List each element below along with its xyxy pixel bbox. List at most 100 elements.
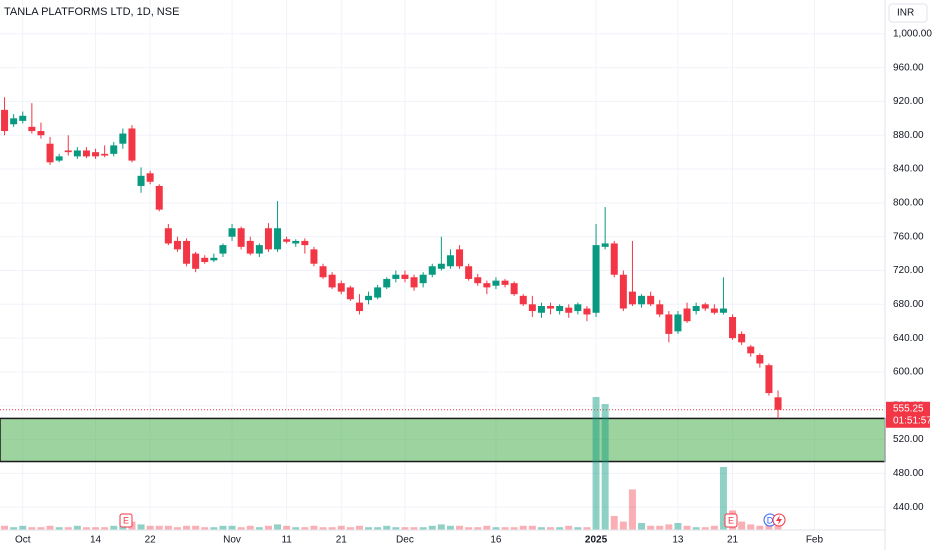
candle-body xyxy=(374,287,382,298)
x-tick-label: 2025 xyxy=(585,535,608,546)
candle-body xyxy=(647,295,655,305)
volume-bar xyxy=(301,527,309,530)
y-tick-label: 440.00 xyxy=(893,502,924,513)
volume-bar xyxy=(528,525,536,530)
candle-body xyxy=(565,307,573,313)
candle-body xyxy=(64,150,72,153)
y-tick-label: 800.00 xyxy=(893,198,924,209)
volume-bar xyxy=(610,516,618,530)
price-label: 555.25 xyxy=(893,403,924,414)
candle-body xyxy=(601,243,609,247)
candle-body xyxy=(164,228,172,244)
volume-bar xyxy=(774,525,782,530)
candle-body xyxy=(92,152,100,157)
volume-bar xyxy=(501,527,509,530)
candle-body xyxy=(110,145,118,154)
candle-body xyxy=(365,295,373,301)
zone-box xyxy=(0,417,886,463)
candle-body xyxy=(383,278,391,288)
candle-body xyxy=(264,228,272,250)
volume-bar xyxy=(665,524,673,530)
candle-body xyxy=(274,228,282,250)
x-tick-label: Feb xyxy=(806,535,824,546)
volume-bar xyxy=(28,527,36,530)
event-marker[interactable]: D xyxy=(763,513,786,527)
candle-body xyxy=(401,274,409,279)
candle-body xyxy=(246,240,254,254)
candle-body xyxy=(137,175,145,186)
volume-bar xyxy=(73,525,81,530)
candle-body xyxy=(237,228,245,247)
volume-bar xyxy=(483,525,491,530)
x-tick-label: 13 xyxy=(672,535,684,546)
candle-body xyxy=(328,274,336,288)
candle-body xyxy=(483,283,491,288)
volume-bar xyxy=(583,527,591,530)
y-tick-label: 680.00 xyxy=(893,299,924,310)
candle-body xyxy=(583,308,591,315)
candle-body xyxy=(292,240,300,244)
candle-body xyxy=(419,274,427,284)
volume-bar xyxy=(110,525,118,530)
x-tick-label: Oct xyxy=(15,535,31,546)
candle-body xyxy=(155,185,163,210)
currency-button[interactable] xyxy=(888,3,928,23)
volume-bar xyxy=(383,525,391,530)
candle-body xyxy=(610,243,618,275)
volume-bar xyxy=(337,525,345,530)
currency-label[interactable]: INR xyxy=(897,8,914,19)
candle-body xyxy=(719,308,727,313)
candle-body xyxy=(428,266,436,275)
volume-bar xyxy=(64,527,72,530)
volume-bar xyxy=(701,527,709,530)
volume-bar xyxy=(556,527,564,530)
candle-body xyxy=(337,283,345,292)
volume-bar xyxy=(82,527,90,530)
candle-body xyxy=(492,280,500,286)
candle-body xyxy=(55,156,63,161)
candle-body xyxy=(628,291,636,305)
candle-body xyxy=(210,257,218,261)
volume-bar xyxy=(437,524,445,530)
candle-body xyxy=(301,240,309,246)
volume-bar xyxy=(183,525,191,530)
volume-bar xyxy=(46,525,54,530)
event-marker[interactable]: E xyxy=(119,513,133,528)
volume-bar xyxy=(683,525,691,530)
x-tick-label: Dec xyxy=(396,535,414,546)
volume-bar xyxy=(201,527,209,530)
volume-bar xyxy=(92,527,100,530)
volume-bar xyxy=(155,525,163,530)
countdown: 01:51:57 xyxy=(893,415,932,426)
event-marker[interactable]: E xyxy=(724,513,738,528)
y-tick-label: 720.00 xyxy=(893,265,924,276)
candle-body xyxy=(656,304,664,315)
y-tick-label: 600.00 xyxy=(893,367,924,378)
candle-body xyxy=(255,245,263,254)
x-tick-label: 14 xyxy=(90,535,102,546)
x-tick-label: 11 xyxy=(281,535,292,546)
candle-body xyxy=(701,304,709,309)
volume-bar xyxy=(465,527,473,530)
volume-bar xyxy=(37,527,45,530)
candle-body xyxy=(774,397,782,410)
candle-body xyxy=(710,308,718,313)
volume-bar xyxy=(647,525,655,530)
volume-bar xyxy=(619,521,627,530)
volume-bar xyxy=(510,527,518,530)
y-tick-label: 480.00 xyxy=(893,468,924,479)
volume-bar xyxy=(401,527,409,530)
volume-bar xyxy=(274,524,282,530)
candle-body xyxy=(73,150,81,157)
volume-bar xyxy=(519,525,527,530)
volume-bar xyxy=(738,521,746,530)
volume-bar xyxy=(319,527,327,530)
zone-layer xyxy=(0,409,886,463)
volume-bar xyxy=(628,489,636,530)
candle-body xyxy=(519,295,527,305)
volume-bar xyxy=(164,525,172,530)
candle-body xyxy=(101,153,109,156)
candle-body xyxy=(692,305,700,312)
volume-bar xyxy=(410,527,418,530)
